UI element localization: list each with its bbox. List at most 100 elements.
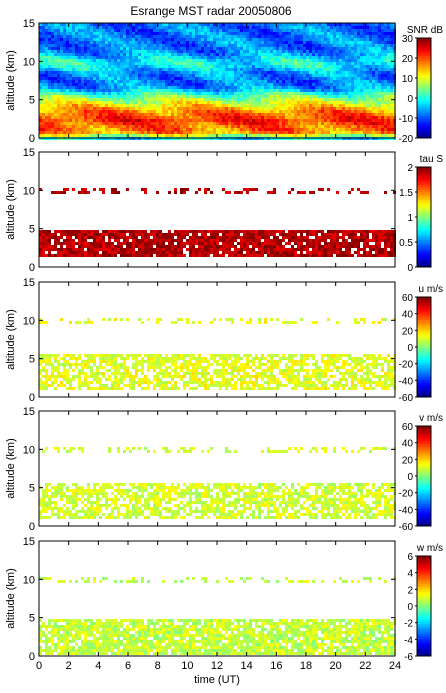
heatmap-cell [303, 131, 306, 134]
heatmap-cell [66, 233, 69, 236]
heatmap-cell [294, 119, 297, 122]
heatmap-cell [54, 59, 57, 62]
heatmap-cell [57, 230, 60, 233]
heatmap-cell [96, 29, 99, 32]
heatmap-cell [276, 128, 279, 131]
heatmap-cell [354, 56, 357, 59]
heatmap-cell [300, 77, 303, 80]
heatmap-cell [369, 89, 372, 92]
heatmap-cell [90, 107, 93, 110]
heatmap-cell [162, 53, 165, 56]
heatmap-cell [294, 86, 297, 89]
heatmap-cell [87, 107, 90, 110]
heatmap-cell [336, 47, 339, 50]
heatmap-cell [117, 50, 120, 53]
heatmap-cell [237, 233, 240, 236]
heatmap-cell [363, 71, 366, 74]
heatmap-cell [312, 119, 315, 122]
heatmap-cell [384, 32, 387, 35]
heatmap-cell [87, 53, 90, 56]
heatmap-cell [249, 74, 252, 77]
heatmap-cell [291, 50, 294, 53]
heatmap-cell [237, 113, 240, 116]
heatmap-cell [372, 74, 375, 77]
heatmap-cell [150, 59, 153, 62]
heatmap-cell [315, 101, 318, 104]
heatmap-cell [180, 230, 183, 233]
heatmap-cell [279, 38, 282, 41]
heatmap-cell [132, 110, 135, 113]
heatmap-cell [156, 47, 159, 50]
heatmap-cell [141, 230, 144, 233]
heatmap-cell [360, 107, 363, 110]
heatmap-cell [54, 113, 57, 116]
heatmap-cell [159, 23, 162, 26]
heatmap-cell [363, 53, 366, 56]
heatmap-cell [93, 116, 96, 119]
heatmap-cell [387, 95, 390, 98]
heatmap-cell [195, 230, 198, 233]
heatmap-cell [255, 59, 258, 62]
heatmap-cell [162, 128, 165, 131]
heatmap-cell [135, 125, 138, 128]
heatmap-cell [159, 71, 162, 74]
heatmap-cell [378, 80, 381, 83]
heatmap-cell [171, 98, 174, 101]
heatmap-cell [48, 131, 51, 134]
heatmap-cell [345, 134, 348, 137]
heatmap-cell [45, 50, 48, 53]
heatmap-cell [333, 110, 336, 113]
heatmap-cell [360, 32, 363, 35]
heatmap-cell [267, 122, 270, 125]
heatmap-cell [39, 188, 42, 191]
heatmap-cell [297, 50, 300, 53]
heatmap-cell [360, 95, 363, 98]
heatmap-cell [249, 230, 252, 233]
heatmap-cell [279, 23, 282, 26]
heatmap-cell [219, 80, 222, 83]
heatmap-cell [273, 80, 276, 83]
heatmap-cell [288, 125, 291, 128]
heatmap-cell [84, 29, 87, 32]
heatmap-cell [273, 95, 276, 98]
heatmap-cell [156, 53, 159, 56]
heatmap-cell [306, 65, 309, 68]
heatmap-cell [138, 38, 141, 41]
heatmap-cell [96, 62, 99, 65]
heatmap-cell [57, 191, 60, 194]
heatmap-cell [201, 86, 204, 89]
heatmap-cell [147, 44, 150, 47]
heatmap-cell [186, 188, 189, 191]
heatmap-cell [60, 77, 63, 80]
heatmap-cell [60, 53, 63, 56]
heatmap-cell [246, 191, 249, 194]
heatmap-cell [288, 26, 291, 29]
heatmap-cell [135, 83, 138, 86]
heatmap-cell [225, 98, 228, 101]
heatmap-cell [195, 74, 198, 77]
heatmap-cell [252, 98, 255, 101]
heatmap-cell [132, 131, 135, 134]
heatmap-cell [366, 104, 369, 107]
heatmap-cell [168, 125, 171, 128]
heatmap-cell [324, 119, 327, 122]
heatmap-cell [324, 122, 327, 125]
heatmap-cell [216, 50, 219, 53]
heatmap-cell [141, 116, 144, 119]
heatmap-cell [372, 56, 375, 59]
heatmap-cell [144, 71, 147, 74]
figure-title: Esrange MST radar 20050806 [130, 4, 292, 18]
heatmap-cell [69, 110, 72, 113]
heatmap-cell [54, 41, 57, 44]
heatmap-cell [333, 56, 336, 59]
heatmap-cell [156, 50, 159, 53]
heatmap-cell [345, 23, 348, 26]
heatmap-cell [228, 110, 231, 113]
heatmap-cell [135, 230, 138, 233]
heatmap-cell [234, 77, 237, 80]
heatmap-cell [270, 95, 273, 98]
heatmap-cell [51, 62, 54, 65]
heatmap-cell [285, 50, 288, 53]
heatmap-cell [339, 119, 342, 122]
heatmap-cell [381, 71, 384, 74]
